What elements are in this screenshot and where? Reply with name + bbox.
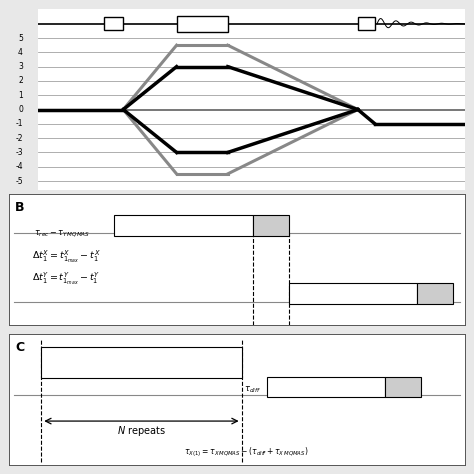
Bar xyxy=(266,376,385,397)
Bar xyxy=(358,18,375,30)
Text: -1: -1 xyxy=(16,119,23,128)
Text: C: C xyxy=(15,341,24,354)
Text: $\Delta t_1^X$: $\Delta t_1^X$ xyxy=(394,378,412,395)
Text: 1: 1 xyxy=(18,91,23,100)
Text: $\tau_{X(1)}=\tau_{X\,MQMAS}-(\tau_{diff}+\tau_{X\,MQMAS})$: $\tau_{X(1)}=\tau_{X\,MQMAS}-(\tau_{diff… xyxy=(184,446,309,459)
Text: Y-MQMAS: Y-MQMAS xyxy=(322,289,371,299)
Text: $\tau_{diff}$: $\tau_{diff}$ xyxy=(244,384,261,395)
Text: X-MQMAS: X-MQMAS xyxy=(301,382,351,392)
Text: X-MQMAS: X-MQMAS xyxy=(152,220,201,230)
Text: $\Delta t_1^X$: $\Delta t_1^X$ xyxy=(426,285,444,302)
Bar xyxy=(385,376,421,397)
Bar xyxy=(41,347,242,378)
Bar xyxy=(289,283,417,304)
Text: -4: -4 xyxy=(15,162,23,171)
Text: $\Delta t_1^X=t_{1_{max}}^X-t_1^X$: $\Delta t_1^X=t_{1_{max}}^X-t_1^X$ xyxy=(32,249,101,265)
Bar xyxy=(176,16,228,32)
Text: $N$ repeats: $N$ repeats xyxy=(117,424,166,438)
Bar xyxy=(104,18,123,30)
Bar xyxy=(253,215,289,236)
Text: B: B xyxy=(15,201,25,214)
Text: 2: 2 xyxy=(18,76,23,85)
Text: -5: -5 xyxy=(15,176,23,185)
Bar xyxy=(114,215,253,236)
Text: -2: -2 xyxy=(16,134,23,143)
Text: 0: 0 xyxy=(18,105,23,114)
Text: 5: 5 xyxy=(18,34,23,43)
Bar xyxy=(417,283,453,304)
Text: $\tau_X$: $\tau_X$ xyxy=(120,356,136,369)
Text: $\Delta t_1^Y=t_{1_{max}}^Y-t_1^Y$: $\Delta t_1^Y=t_{1_{max}}^Y-t_1^Y$ xyxy=(32,271,100,287)
Text: $\Delta t_1^X$: $\Delta t_1^X$ xyxy=(262,217,280,234)
Text: 3: 3 xyxy=(18,62,23,71)
Text: 4: 4 xyxy=(18,48,23,57)
Text: $\tau_{rec}-\tau_{Y\,MQMAS}$: $\tau_{rec}-\tau_{Y\,MQMAS}$ xyxy=(34,228,90,239)
Text: -3: -3 xyxy=(15,148,23,157)
